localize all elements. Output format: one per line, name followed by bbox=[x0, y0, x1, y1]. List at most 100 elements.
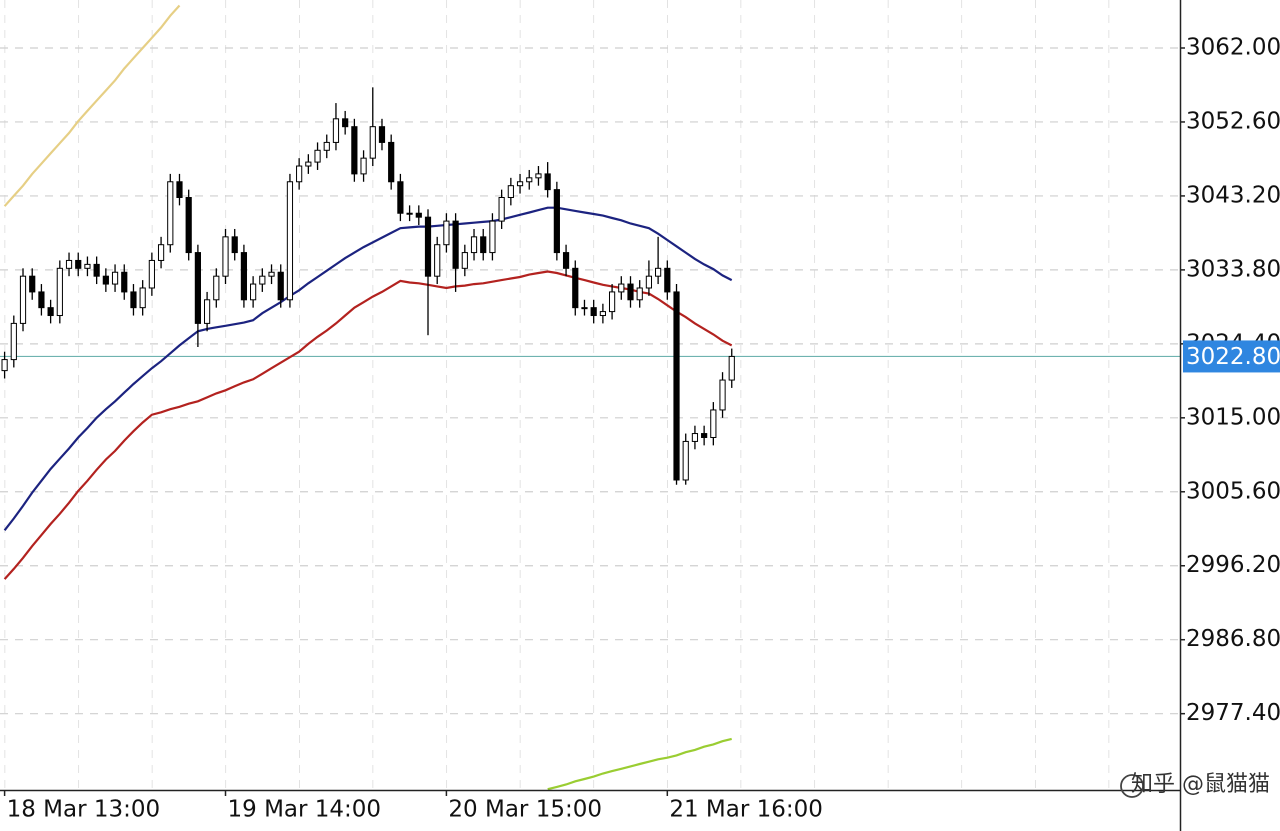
candle-body bbox=[378, 126, 386, 143]
y-tick-label: 3062.00 bbox=[1186, 34, 1280, 60]
candle-body bbox=[682, 440, 689, 481]
candle-body bbox=[719, 379, 726, 411]
candle-body bbox=[691, 433, 699, 442]
candle-body bbox=[323, 141, 330, 151]
candle-body bbox=[489, 220, 496, 254]
candle-body bbox=[213, 275, 220, 301]
candle-body bbox=[507, 185, 514, 198]
candle-body bbox=[240, 252, 248, 301]
x-tick-label: 20 Mar 15:00 bbox=[448, 797, 602, 823]
candle-body bbox=[590, 307, 597, 317]
candle-body bbox=[203, 299, 211, 324]
candle-body bbox=[461, 252, 468, 269]
candle-body bbox=[305, 161, 312, 167]
watermark-logo bbox=[1120, 774, 1144, 798]
candle-body bbox=[535, 173, 542, 179]
candle-body bbox=[139, 287, 146, 309]
candle-body bbox=[29, 275, 36, 293]
candle-body bbox=[618, 283, 625, 293]
candle-body bbox=[452, 220, 459, 269]
candle-body bbox=[342, 118, 349, 128]
candle-body bbox=[516, 181, 524, 187]
candle-body bbox=[19, 275, 27, 324]
candle-body bbox=[599, 311, 606, 317]
candle-body bbox=[231, 236, 238, 254]
watermark-group: 知乎 @鼠猫猫 bbox=[1120, 772, 1270, 798]
candle-body bbox=[728, 355, 735, 381]
x-tick-label: 21 Mar 16:00 bbox=[669, 797, 823, 823]
candle-body bbox=[167, 181, 174, 246]
candle-body bbox=[277, 271, 284, 301]
candle-body bbox=[185, 197, 192, 254]
candle-body bbox=[176, 181, 183, 199]
candle-body bbox=[75, 259, 82, 269]
candle-body bbox=[111, 271, 119, 285]
candle-body bbox=[47, 307, 54, 317]
candle-body bbox=[121, 271, 128, 293]
axes: 3062.003052.603043.203033.803024.403015.… bbox=[3, 34, 1280, 823]
candle-body bbox=[65, 259, 73, 269]
candle-body bbox=[572, 267, 579, 309]
candle-body bbox=[655, 267, 662, 277]
vertical-grid bbox=[0, 0, 1180, 790]
candle-body bbox=[443, 220, 450, 246]
moving-average-line bbox=[3, 4, 181, 207]
candle-body bbox=[424, 216, 432, 277]
candle-body bbox=[673, 291, 680, 481]
x-tick-label: 18 Mar 13:00 bbox=[7, 797, 161, 823]
y-tick-label: 3005.60 bbox=[1186, 478, 1280, 504]
candle-body bbox=[259, 275, 266, 285]
candle-body bbox=[222, 236, 229, 277]
candle-body bbox=[38, 291, 45, 309]
candle-body bbox=[296, 165, 303, 183]
candle-body bbox=[397, 181, 404, 214]
candle-body bbox=[498, 197, 505, 222]
candle-body bbox=[84, 263, 91, 269]
candle-body bbox=[701, 433, 708, 438]
candle-body bbox=[562, 252, 570, 269]
candle-body bbox=[526, 177, 533, 183]
watermark: 知乎 @鼠猫猫 bbox=[1131, 772, 1270, 797]
y-tick-label: 2996.20 bbox=[1186, 552, 1280, 578]
candle-body bbox=[332, 118, 340, 143]
candle-body bbox=[93, 263, 100, 277]
y-tick-label: 2977.40 bbox=[1186, 700, 1280, 726]
candle-body bbox=[351, 126, 358, 175]
candle-body bbox=[369, 126, 376, 159]
candle-body bbox=[581, 307, 588, 310]
last-price-label: 3022.80 bbox=[1186, 344, 1280, 370]
x-tick-label: 19 Mar 14:00 bbox=[228, 797, 382, 823]
candle-body bbox=[627, 283, 634, 301]
candle-body bbox=[148, 259, 155, 289]
candle-body bbox=[664, 267, 671, 293]
candle-body bbox=[710, 409, 717, 438]
candle-body bbox=[314, 149, 321, 163]
candle-body bbox=[434, 244, 441, 277]
candle-body bbox=[544, 173, 551, 191]
candle-body bbox=[130, 291, 137, 309]
plot-area bbox=[0, 4, 1180, 790]
candle-body bbox=[470, 236, 478, 254]
candle-body bbox=[268, 271, 275, 277]
candle-body bbox=[157, 244, 165, 261]
moving-average-line bbox=[3, 206, 733, 531]
candle-body bbox=[388, 141, 395, 183]
candle-body bbox=[250, 283, 257, 301]
candle-body bbox=[608, 291, 616, 313]
y-tick-label: 2986.80 bbox=[1186, 626, 1280, 652]
candle-body bbox=[406, 212, 413, 215]
candle-body bbox=[194, 252, 201, 324]
candle-body bbox=[102, 275, 109, 285]
y-tick-label: 3052.60 bbox=[1186, 108, 1280, 134]
candle-body bbox=[645, 275, 653, 289]
candle-body bbox=[1, 359, 8, 372]
candle-body bbox=[56, 267, 63, 317]
candle-body bbox=[10, 322, 17, 361]
candle-body bbox=[480, 236, 487, 254]
y-tick-label: 3033.80 bbox=[1186, 256, 1280, 282]
y-tick-label: 3015.00 bbox=[1186, 404, 1280, 430]
candle-body bbox=[636, 287, 643, 301]
candle-body bbox=[553, 189, 560, 254]
moving-average-line bbox=[3, 270, 733, 580]
